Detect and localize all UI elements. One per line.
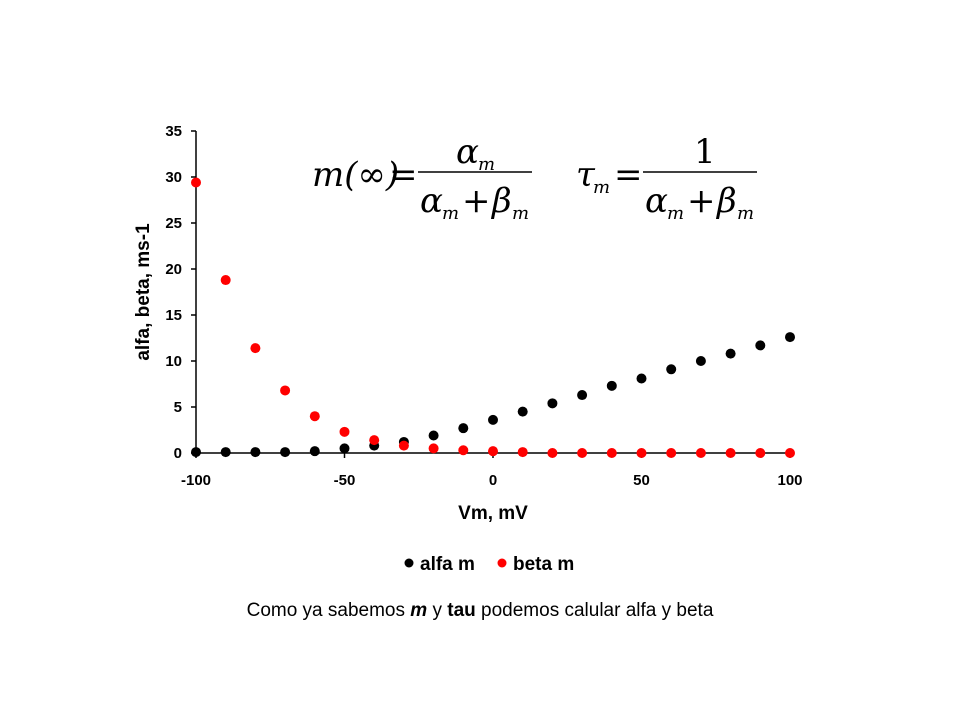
point-alfa-m (785, 332, 795, 343)
point-beta-m (458, 445, 469, 456)
y-tick-label: 25 (165, 215, 182, 232)
caption-part2: y (427, 600, 448, 621)
eq1-numerator-sub: m (478, 154, 495, 175)
y-ticks: 0 5 10 15 20 25 30 35 (165, 123, 196, 462)
y-axis-title: alfa, beta, ms-1 (133, 223, 154, 361)
point-alfa-m (577, 390, 588, 401)
legend-marker-beta-m (497, 558, 507, 568)
point-beta-m (755, 448, 766, 458)
point-beta-m (428, 443, 439, 454)
point-alfa-m (517, 406, 528, 417)
point-beta-m (250, 343, 261, 354)
y-tick-label: 0 (174, 445, 182, 462)
caption: Como ya sabemos m y tau podemos calular … (0, 600, 960, 622)
point-alfa-m (755, 340, 766, 351)
eq2-den-plus: + (687, 181, 716, 221)
point-alfa-m (636, 373, 647, 384)
point-alfa-m (606, 380, 617, 391)
point-alfa-m (695, 356, 706, 366)
point-alfa-m (428, 430, 439, 441)
y-tick-label: 30 (165, 169, 182, 186)
eq2-lhs-sub: m (593, 177, 610, 198)
point-alfa-m (191, 447, 201, 458)
eq2-den-alpha: α (645, 181, 668, 221)
legend-marker-alfa-m (404, 558, 414, 568)
caption-m: m (410, 600, 428, 621)
y-tick-label: 5 (174, 399, 182, 416)
point-beta-m (280, 385, 291, 396)
point-beta-m (191, 177, 201, 188)
point-beta-m (220, 275, 231, 286)
point-alfa-m (725, 348, 736, 359)
point-beta-m (309, 411, 320, 422)
legend: alfa m beta m (404, 554, 574, 575)
eq1-den-plus: + (462, 181, 491, 221)
y-tick-label: 10 (165, 353, 182, 370)
point-alfa-m (339, 443, 350, 454)
point-alfa-m (666, 364, 677, 375)
eq1-den-beta: β (490, 181, 512, 221)
caption-part1: Como ya sabemos (246, 600, 411, 621)
point-alfa-m (309, 446, 320, 457)
caption-part3: podemos calular alfa y beta (475, 600, 714, 621)
eq2-den-beta-sub: m (737, 203, 754, 224)
point-beta-m (398, 440, 409, 451)
point-beta-m (369, 435, 380, 446)
eq2-numerator: 1 (694, 132, 716, 172)
point-beta-m (339, 426, 350, 437)
point-alfa-m (220, 447, 231, 458)
point-beta-m (606, 448, 617, 458)
y-tick-label: 35 (165, 123, 182, 140)
point-beta-m (785, 448, 795, 458)
eq2-den-beta: β (715, 181, 737, 221)
point-alfa-m (250, 447, 261, 458)
equation-m-infinity: m(∞) = α m α m + β m (312, 132, 532, 224)
data-points (191, 177, 795, 458)
point-beta-m (517, 447, 528, 458)
eq1-den-alpha-sub: m (442, 203, 459, 224)
x-tick-label: 100 (777, 472, 802, 489)
point-beta-m (666, 448, 677, 458)
x-tick-label: 0 (489, 472, 497, 489)
y-tick-label: 20 (165, 261, 182, 278)
eq2-lhs-tau: τ (576, 155, 596, 195)
point-beta-m (695, 448, 706, 458)
point-beta-m (577, 448, 588, 458)
equation-tau: τ m = 1 α m + β m (576, 132, 757, 224)
point-alfa-m (458, 423, 469, 434)
x-tick-label: -100 (181, 472, 211, 489)
point-beta-m (636, 448, 647, 458)
eq1-den-alpha: α (420, 181, 443, 221)
point-beta-m (725, 448, 736, 458)
point-alfa-m (280, 447, 291, 458)
legend-label-beta-m: beta m (513, 554, 574, 575)
point-beta-m (488, 446, 498, 457)
eq1-lhs: m(∞) (312, 155, 399, 195)
x-axis-title: Vm, mV (458, 503, 528, 524)
x-tick-label: 50 (633, 472, 650, 489)
point-alfa-m (547, 398, 558, 409)
x-ticks: -100 -50 0 50 100 (181, 453, 803, 489)
eq1-den-beta-sub: m (512, 203, 529, 224)
caption-tau: tau (447, 600, 476, 621)
legend-label-alfa-m: alfa m (420, 554, 475, 575)
point-alfa-m (488, 414, 498, 425)
eq2-equals: = (614, 155, 643, 195)
y-tick-label: 15 (165, 307, 182, 324)
eq1-equals: = (389, 155, 418, 195)
point-beta-m (547, 448, 558, 458)
eq2-den-alpha-sub: m (667, 203, 684, 224)
eq1-numerator-alpha: α (456, 132, 479, 172)
x-tick-label: -50 (334, 472, 356, 489)
